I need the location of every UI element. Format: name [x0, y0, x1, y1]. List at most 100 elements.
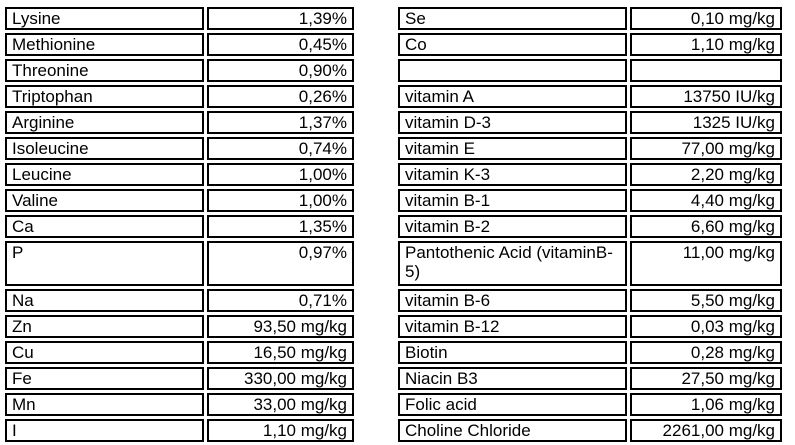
table-row: Threonine 0,90%: [5, 59, 354, 82]
nutrient-label-cell: Na: [5, 289, 204, 312]
table-row: vitamin E 77,00 mg/kg: [398, 137, 782, 160]
nutrient-value-cell: 5,50 mg/kg: [630, 289, 782, 312]
left-table-body: Lysine 1,39% Methionine 0,45% Threonine 0,90%…: [5, 7, 354, 442]
nutrient-label-cell: Se: [398, 7, 627, 30]
table-row: vitamin B-12 0,03 mg/kg: [398, 315, 782, 338]
table-row: Zn 93,50 mg/kg: [5, 315, 354, 338]
nutrient-value-cell: 0,71%: [207, 289, 354, 312]
trace-elements-vitamins-table: Se 0,10 mg/kg Co 1,10 mg/kg vitamin A 13750 I…: [395, 4, 785, 445]
nutrient-value-cell: 0,26%: [207, 85, 354, 108]
nutrient-label-cell: I: [5, 419, 204, 442]
table-row: Lysine 1,39%: [5, 7, 354, 30]
table-row: Leucine 1,00%: [5, 163, 354, 186]
nutrient-label-cell: vitamin B-12: [398, 315, 627, 338]
table-row: Ca 1,35%: [5, 215, 354, 238]
table-row: Folic acid 1,06 mg/kg: [398, 393, 782, 416]
table-row: vitamin D-3 1325 IU/kg: [398, 111, 782, 134]
nutrient-label-cell: Ca: [5, 215, 204, 238]
nutrient-value-cell: 330,00 mg/kg: [207, 367, 354, 390]
nutrient-label-cell: vitamin K-3: [398, 163, 627, 186]
amino-acids-minerals-table: Lysine 1,39% Methionine 0,45% Threonine 0,90%…: [2, 4, 357, 445]
table-row: Fe 330,00 mg/kg: [5, 367, 354, 390]
table-row: Triptophan 0,26%: [5, 85, 354, 108]
nutrient-label-cell: vitamin B-2: [398, 215, 627, 238]
nutrient-value-cell: 6,60 mg/kg: [630, 215, 782, 238]
nutrient-value-cell: 1,37%: [207, 111, 354, 134]
nutrient-value-cell: 1,10 mg/kg: [630, 33, 782, 56]
table-row: vitamin B-6 5,50 mg/kg: [398, 289, 782, 312]
nutrient-value-cell: 2,20 mg/kg: [630, 163, 782, 186]
nutrient-label-cell: Threonine: [5, 59, 204, 82]
table-row: vitamin B-2 6,60 mg/kg: [398, 215, 782, 238]
nutrient-value-cell: 93,50 mg/kg: [207, 315, 354, 338]
table-row: vitamin B-1 4,40 mg/kg: [398, 189, 782, 212]
table-row: Arginine 1,37%: [5, 111, 354, 134]
table-row: P 0,97%: [5, 241, 354, 286]
table-row: Methionine 0,45%: [5, 33, 354, 56]
right-table-body: Se 0,10 mg/kg Co 1,10 mg/kg vitamin A 13750 I…: [398, 7, 782, 442]
nutrient-value-cell: 1,06 mg/kg: [630, 393, 782, 416]
nutrient-value-cell: 11,00 mg/kg: [630, 241, 782, 286]
nutrient-value-cell: 0,97%: [207, 241, 354, 286]
table-row: Valine 1,00%: [5, 189, 354, 212]
nutrient-value-cell: 13750 IU/kg: [630, 85, 782, 108]
nutrient-value-cell: 1,00%: [207, 189, 354, 212]
table-row: vitamin K-3 2,20 mg/kg: [398, 163, 782, 186]
nutrient-value-cell: [630, 59, 782, 82]
table-row: Niacin B3 27,50 mg/kg: [398, 367, 782, 390]
nutrient-value-cell: 0,03 mg/kg: [630, 315, 782, 338]
nutrient-value-cell: 0,90%: [207, 59, 354, 82]
nutrient-value-cell: 1,00%: [207, 163, 354, 186]
nutrient-label-cell: Biotin: [398, 341, 627, 364]
table-row: Na 0,71%: [5, 289, 354, 312]
nutrient-label-cell: Arginine: [5, 111, 204, 134]
empty-spacer-row: [398, 59, 782, 82]
nutrient-value-cell: 16,50 mg/kg: [207, 341, 354, 364]
nutrient-label-cell: vitamin E: [398, 137, 627, 160]
nutrient-label-cell: Lysine: [5, 7, 204, 30]
table-row: Choline Chloride 2261,00 mg/kg: [398, 419, 782, 442]
nutrient-value-cell: 2261,00 mg/kg: [630, 419, 782, 442]
nutrient-value-cell: 77,00 mg/kg: [630, 137, 782, 160]
nutrient-label-cell: Mn: [5, 393, 204, 416]
nutrient-label-cell: vitamin D-3: [398, 111, 627, 134]
nutrient-label-cell: Valine: [5, 189, 204, 212]
nutrient-value-cell: 1,10 mg/kg: [207, 419, 354, 442]
nutrient-label-cell: Cu: [5, 341, 204, 364]
nutrient-value-cell: 0,45%: [207, 33, 354, 56]
nutrient-label-cell: Isoleucine: [5, 137, 204, 160]
table-row: Pantothenic Acid (vitaminB-5) 11,00 mg/kg: [398, 241, 782, 286]
nutrient-label-cell: vitamin A: [398, 85, 627, 108]
nutrient-label-cell: [398, 59, 627, 82]
nutrient-label-cell: Choline Chloride: [398, 419, 627, 442]
nutrient-value-cell: 27,50 mg/kg: [630, 367, 782, 390]
nutrient-label-cell: Folic acid: [398, 393, 627, 416]
table-row: Se 0,10 mg/kg: [398, 7, 782, 30]
nutrient-value-cell: 1,39%: [207, 7, 354, 30]
nutrient-value-cell: 33,00 mg/kg: [207, 393, 354, 416]
table-row: Mn 33,00 mg/kg: [5, 393, 354, 416]
nutrient-label-cell: Fe: [5, 367, 204, 390]
table-row: I 1,10 mg/kg: [5, 419, 354, 442]
nutrient-label-cell: vitamin B-6: [398, 289, 627, 312]
nutrient-label-cell: Niacin B3: [398, 367, 627, 390]
nutrient-label-cell: Triptophan: [5, 85, 204, 108]
nutrient-label-cell: Leucine: [5, 163, 204, 186]
table-row: Co 1,10 mg/kg: [398, 33, 782, 56]
nutrient-value-cell: 0,74%: [207, 137, 354, 160]
nutrient-label-cell: Methionine: [5, 33, 204, 56]
nutrient-value-cell: 0,10 mg/kg: [630, 7, 782, 30]
nutrient-value-cell: 1,35%: [207, 215, 354, 238]
table-row: Biotin 0,28 mg/kg: [398, 341, 782, 364]
table-row: Isoleucine 0,74%: [5, 137, 354, 160]
nutrient-label-cell: P: [5, 241, 204, 286]
nutrient-label-cell: Co: [398, 33, 627, 56]
nutrient-value-cell: 1325 IU/kg: [630, 111, 782, 134]
nutrient-label-cell: Zn: [5, 315, 204, 338]
table-row: vitamin A 13750 IU/kg: [398, 85, 782, 108]
nutrient-label-cell: vitamin B-1: [398, 189, 627, 212]
nutrient-value-cell: 4,40 mg/kg: [630, 189, 782, 212]
table-row: Cu 16,50 mg/kg: [5, 341, 354, 364]
nutrient-label-cell: Pantothenic Acid (vitaminB-5): [398, 241, 627, 286]
